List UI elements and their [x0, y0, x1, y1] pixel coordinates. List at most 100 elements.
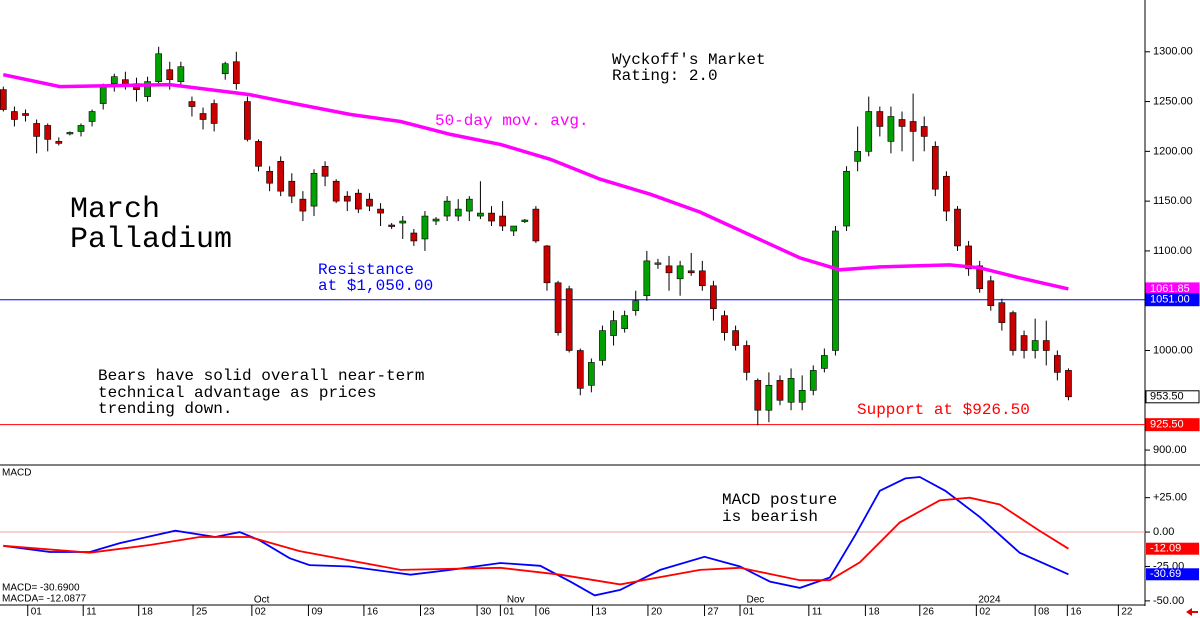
candle-body — [898, 119, 906, 127]
candle-body — [99, 86, 107, 104]
candle-body — [998, 302, 1006, 323]
candle-body — [155, 53, 163, 82]
month-label: Dec — [746, 595, 764, 606]
candle-body — [432, 218, 440, 222]
candle-body — [310, 172, 318, 207]
candle-body — [621, 315, 628, 329]
candle-body — [488, 212, 495, 222]
candle-body — [244, 101, 251, 140]
candle-body — [66, 132, 74, 135]
candle-body — [88, 111, 96, 122]
macd-end-label: -30.69 — [1150, 568, 1181, 580]
candle-body — [1042, 340, 1050, 351]
x-tick-label: 01 — [503, 607, 515, 618]
candle-body — [765, 385, 773, 411]
candle-body — [144, 81, 151, 97]
candle-body — [277, 161, 285, 192]
candle-body — [266, 170, 273, 184]
candle-body — [321, 165, 329, 177]
y2-tick-label: -50.00 — [1153, 595, 1184, 607]
rating-text: Rating: 2.0 — [612, 67, 718, 85]
x-tick-label: 01 — [31, 607, 43, 618]
candle-body — [199, 113, 207, 120]
candle-body — [210, 103, 218, 124]
x-tick-label: 18 — [142, 607, 154, 618]
candle-body — [0, 89, 7, 110]
candle-body — [610, 320, 617, 336]
candle-body — [854, 151, 861, 162]
x-tick-label: 09 — [311, 607, 323, 618]
comment: technical advantage as prices — [98, 384, 376, 402]
candle-body — [698, 270, 706, 287]
support-label: Support at $926.50 — [857, 401, 1030, 419]
candle-body — [33, 123, 40, 137]
x-tick-label: 23 — [423, 607, 435, 618]
y-tick-label: 1150.00 — [1153, 195, 1192, 207]
candle-body — [965, 245, 972, 270]
candle-body — [931, 146, 939, 190]
candle-body — [366, 198, 373, 207]
price-marker-box — [1145, 418, 1200, 432]
macd-note: is bearish — [722, 508, 818, 526]
price-marker-label: 953.50 — [1150, 391, 1184, 403]
y-tick-label: 1200.00 — [1153, 145, 1193, 157]
y-tick-label: 1300.00 — [1153, 46, 1193, 58]
candle-body — [599, 330, 606, 361]
price-marker-label: 1061.85 — [1150, 283, 1190, 295]
candle-body — [1031, 340, 1039, 351]
macd-readout: MACDA= -12.0877 — [2, 594, 87, 605]
candle-body — [954, 208, 961, 247]
candle-body — [710, 285, 717, 309]
scroll-arrow[interactable] — [1186, 608, 1198, 616]
candle-body — [920, 126, 928, 137]
candle-body — [665, 265, 673, 274]
resistance-label: Resistance — [318, 261, 414, 279]
x-tick-label: 08 — [1038, 607, 1050, 618]
candle-body — [843, 170, 850, 227]
macd-end-box — [1146, 542, 1199, 555]
candle-body — [410, 232, 418, 242]
resistance-label: at $1,050.00 — [318, 277, 433, 295]
month-label: 2024 — [978, 595, 1001, 606]
rating-text: Wyckoff's Market — [612, 51, 766, 69]
candle-body — [355, 192, 362, 210]
candle-body — [865, 111, 873, 152]
candle-body — [1065, 370, 1072, 398]
x-tick-label: 30 — [480, 607, 492, 618]
candle-body — [510, 225, 518, 232]
x-tick-label: 25 — [196, 607, 208, 618]
comment: trending down. — [98, 400, 232, 418]
candle-body — [332, 180, 340, 202]
x-tick-label: 18 — [868, 607, 880, 618]
candle-body — [987, 280, 995, 306]
candle-body — [754, 380, 762, 411]
y-tick-label: 1250.00 — [1153, 95, 1193, 107]
y2-tick-label: 0.00 — [1153, 526, 1174, 538]
candle-body — [632, 300, 640, 311]
price-marker-box — [1145, 293, 1200, 307]
y2-tick-label: +25.00 — [1153, 492, 1187, 504]
candle-body — [543, 245, 551, 284]
month-label: Oct — [254, 595, 270, 606]
candle-body — [887, 116, 895, 142]
x-tick-label: 02 — [979, 607, 991, 618]
candle-body — [44, 125, 52, 140]
macd-line — [3, 496, 1069, 586]
candle-body — [798, 390, 806, 403]
macd-end-label: -12.09 — [1150, 543, 1181, 555]
x-tick-label: 13 — [595, 607, 607, 618]
candle-body — [521, 219, 529, 222]
x-tick-label: 16 — [1070, 607, 1082, 618]
candle-body — [77, 125, 85, 132]
x-tick-label: 16 — [367, 607, 379, 618]
x-tick-label: 11 — [812, 607, 823, 618]
macd-title: MACD — [2, 468, 31, 479]
candle-body — [343, 195, 351, 202]
candle-body — [421, 215, 429, 240]
candle-body — [943, 175, 950, 212]
candle-body — [1053, 355, 1061, 373]
candle-body — [166, 69, 174, 80]
comment: Bears have solid overall near-term — [98, 367, 424, 385]
